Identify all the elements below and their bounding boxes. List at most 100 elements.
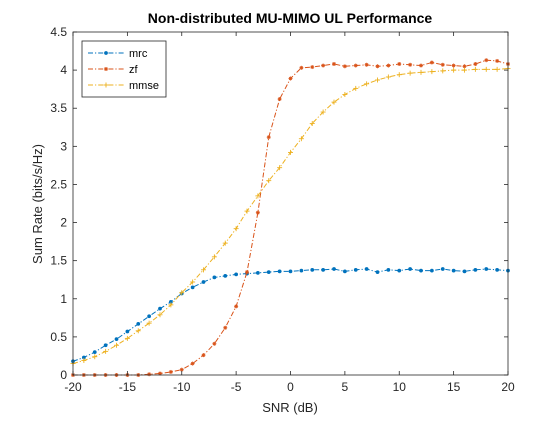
zf-point: [179, 367, 184, 372]
mrc-point: [332, 267, 336, 271]
mmse-point: [244, 208, 250, 214]
x-tick-label: -10: [173, 380, 191, 394]
mrc-point: [82, 355, 86, 360]
zf-point: [386, 63, 391, 68]
mmse-point: [309, 120, 315, 126]
y-tick-label: 2.5: [50, 177, 67, 191]
zf-point: [484, 58, 489, 63]
zf-point: [212, 341, 217, 346]
mmse-point: [103, 348, 109, 354]
mmse-point: [190, 279, 196, 285]
mrc-point: [321, 267, 325, 272]
y-tick-label: 3: [60, 139, 67, 153]
x-tick-label: 5: [342, 380, 349, 394]
zf-point: [429, 60, 434, 65]
y-tick-label: 4: [60, 63, 67, 77]
mrc-point: [169, 299, 173, 304]
mmse-point: [462, 67, 467, 73]
zf-point: [364, 62, 369, 67]
zf-point: [310, 65, 315, 70]
mmse-point: [440, 68, 446, 74]
mrc-point: [103, 343, 108, 348]
mmse-point: [472, 66, 478, 72]
mrc-point: [419, 268, 423, 273]
series-mmse: [70, 66, 511, 367]
x-tick-label: -20: [64, 380, 82, 394]
mmse-point: [342, 92, 348, 98]
zf-point: [104, 67, 108, 71]
y-tick-label: 1.5: [50, 254, 67, 268]
x-tick-label: -5: [231, 380, 242, 394]
mrc-point: [223, 274, 228, 278]
mmse-point: [179, 290, 185, 296]
mrc-point: [484, 267, 489, 271]
axes-layer: -20 -15 -10 -5 0 5 10 15 20 0 0.5 1 1.5 2 2.5 3 3.5 4 4.5: [50, 25, 515, 394]
mrc-point: [136, 322, 141, 326]
mrc-point: [397, 268, 402, 273]
mmse-point: [81, 358, 87, 364]
mmse-point: [222, 240, 228, 246]
mmse-point: [451, 67, 457, 73]
legend-item-mmse: mmse: [88, 80, 159, 92]
x-tick-label: 20: [501, 380, 515, 394]
mmse-point: [331, 99, 337, 105]
mmse-point: [320, 109, 326, 115]
zf-point: [495, 58, 500, 63]
zf-point: [168, 369, 173, 374]
series-zf: [71, 58, 510, 377]
mrc-point: [212, 275, 217, 280]
mmse-point: [92, 354, 98, 360]
zf-point: [299, 65, 304, 70]
mrc-point: [256, 270, 260, 275]
mrc-point: [125, 329, 130, 334]
zf-point: [397, 62, 402, 67]
mrc-point: [92, 350, 97, 355]
mrc-point: [288, 269, 293, 274]
zf-point: [234, 304, 239, 309]
mrc-point: [440, 267, 445, 271]
mrc-point: [310, 267, 315, 272]
mmse-point: [255, 193, 261, 199]
zf-point: [277, 97, 282, 102]
mrc-point: [375, 270, 380, 274]
zf-point: [342, 64, 347, 69]
zf-point: [375, 64, 380, 69]
mmse-point: [168, 302, 174, 308]
mrc-point: [147, 314, 151, 319]
series-layer: [70, 58, 511, 377]
zf-point: [255, 210, 260, 215]
mrc-point: [277, 269, 282, 274]
y-tick-label: 3.5: [50, 101, 67, 115]
mrc-point: [299, 268, 304, 273]
mrc-point: [495, 267, 499, 272]
y-tick-label: 2: [60, 216, 67, 230]
legend-label: mmse: [129, 80, 159, 92]
x-axis-label: SNR (dB): [262, 400, 318, 415]
zf-point: [288, 76, 293, 81]
zf-point: [147, 372, 152, 377]
zf-point: [201, 353, 206, 358]
y-tick-label: 1: [60, 292, 67, 306]
mrc-point: [473, 267, 478, 272]
mrc-point: [114, 337, 119, 342]
mrc-point: [158, 306, 162, 311]
mrc-point: [104, 51, 108, 55]
mmse-point: [146, 320, 152, 326]
mmse-point: [103, 82, 109, 88]
x-tick-label: 10: [393, 380, 407, 394]
zf-point: [190, 361, 195, 366]
mmse-point: [385, 74, 391, 80]
zf-point: [223, 325, 228, 330]
mmse-point: [124, 335, 130, 341]
y-axis-label: Sum Rate (bits/s/Hz): [30, 144, 45, 264]
zf-point: [321, 63, 326, 68]
mmse-point: [429, 69, 435, 75]
zf-point: [332, 62, 336, 67]
mrc-point: [430, 268, 434, 273]
chart-title: Non-distributed MU-MIMO UL Performance: [148, 10, 433, 26]
zf-point: [419, 63, 423, 68]
mrc-point: [462, 269, 467, 274]
zf-point: [473, 62, 478, 67]
mmse-point: [418, 69, 424, 75]
